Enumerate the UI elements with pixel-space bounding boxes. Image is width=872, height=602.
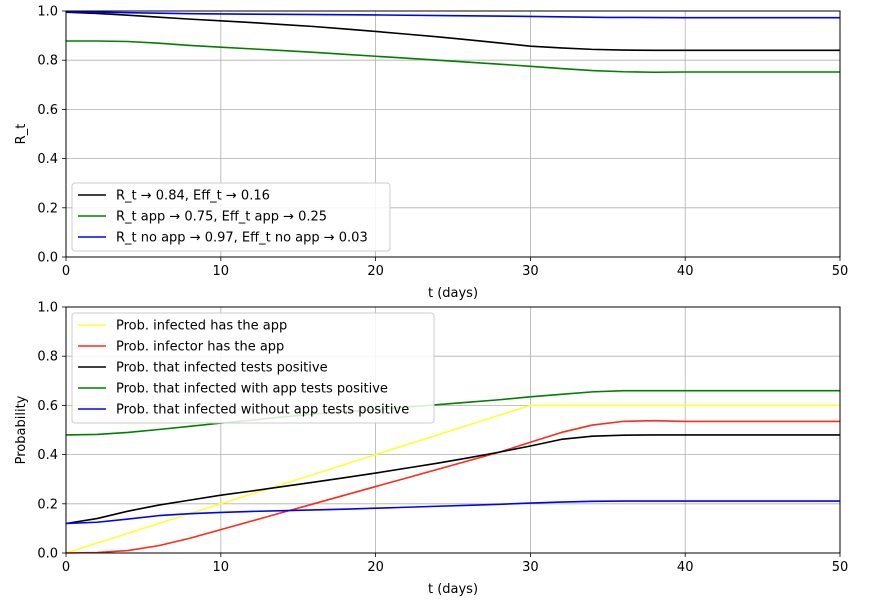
top-legend-label-3: R_t no app → 0.97, Eff_t no app → 0.03 <box>116 231 368 246</box>
top-x-tick-label: 40 <box>677 264 694 279</box>
top-y-tick-label: 0.8 <box>37 54 58 69</box>
top-x-tick-label: 10 <box>213 264 230 279</box>
bottom-x-tick-label: 20 <box>367 560 384 575</box>
bottom-x-tick-label: 40 <box>677 560 694 575</box>
top-legend: R_t → 0.84, Eff_t → 0.16 R_t app → 0.75, … <box>71 182 391 252</box>
top-y-tick-label: 0.6 <box>37 103 58 118</box>
top-legend-label-1: R_t → 0.84, Eff_t → 0.16 <box>116 189 270 204</box>
top-x-tick-label: 30 <box>522 264 539 279</box>
top-y-axis-label: R_t <box>14 124 29 145</box>
bottom-y-ticks: 0.0 0.2 0.4 0.6 0.8 1.0 <box>37 301 66 562</box>
bottom-series-line-2 <box>65 419 840 554</box>
top-y-tick-label: 1.0 <box>37 5 58 20</box>
bottom-series-line-5 <box>65 500 840 525</box>
bottom-series-line-1 <box>65 404 840 554</box>
top-series-line-1 <box>65 11 840 52</box>
bottom-x-axis-label: t (days) <box>428 582 478 597</box>
bottom-axes: 0 10 20 30 40 50 0.00.20.40.60.81.0 t (days) … <box>14 301 848 598</box>
top-legend-label-2: R_t app → 0.75, Eff_t app → 0.25 <box>116 210 327 225</box>
top-legend-frame <box>71 182 391 252</box>
top-axes: 0 10 20 30 40 50 0.00.20.40.60.81.0 t (days) … <box>14 5 848 302</box>
bottom-series-line-3 <box>65 434 840 525</box>
bottom-y-tick-label: 0.2 <box>37 497 58 512</box>
bottom-y-tick-label: 0.6 <box>37 399 58 414</box>
top-series-line-3 <box>65 10 840 19</box>
bottom-y-tick-label: 1.0 <box>37 301 58 316</box>
bottom-x-tick-label: 10 <box>213 560 230 575</box>
top-series-line-2 <box>66 40 840 74</box>
top-y-tick-label: 0.2 <box>37 201 58 216</box>
top-y-tick-label: 0.0 <box>37 251 58 266</box>
bottom-legend-label-3: Prob. that infected tests positive <box>116 361 328 376</box>
bottom-legend-label-1: Prob. infected has the app <box>116 319 287 334</box>
top-x-tick-label: 20 <box>367 264 384 279</box>
bottom-axes-frame <box>65 306 841 554</box>
top-y-tick-label: 0.4 <box>37 152 58 167</box>
bottom-x-tick-label: 30 <box>522 560 539 575</box>
bottom-x-ticks: 0 10 20 30 40 50 <box>62 553 848 575</box>
bottom-y-tick-label: 0.4 <box>37 448 58 463</box>
top-x-tick-label: 50 <box>832 264 849 279</box>
bottom-legend-frame <box>71 312 435 424</box>
bottom-y-tick-label: 0.8 <box>37 350 58 365</box>
top-x-ticks: 0 10 20 30 40 50 <box>62 257 848 279</box>
top-series-lines <box>65 10 840 74</box>
bottom-x-tick-label: 0 <box>62 560 70 575</box>
bottom-legend-label-5: Prob. that infected without app tests po… <box>116 403 409 418</box>
bottom-legend-label-2: Prob. infector has the app <box>116 340 284 355</box>
bottom-x-tick-label: 50 <box>832 560 849 575</box>
bottom-legend-label-4: Prob. that infected with app tests posit… <box>116 382 388 397</box>
bottom-legend: Prob. infected has the app Prob. infector… <box>71 312 435 424</box>
top-axes-frame <box>65 10 841 258</box>
top-y-ticks: 0.0 0.2 0.4 0.6 0.8 1.0 <box>37 5 66 266</box>
top-x-axis-label: t (days) <box>428 286 478 301</box>
bottom-y-tick-label: 0.0 <box>37 547 58 562</box>
top-x-tick-label: 0 <box>62 264 70 279</box>
bottom-y-axis-label: Probability <box>14 395 29 464</box>
